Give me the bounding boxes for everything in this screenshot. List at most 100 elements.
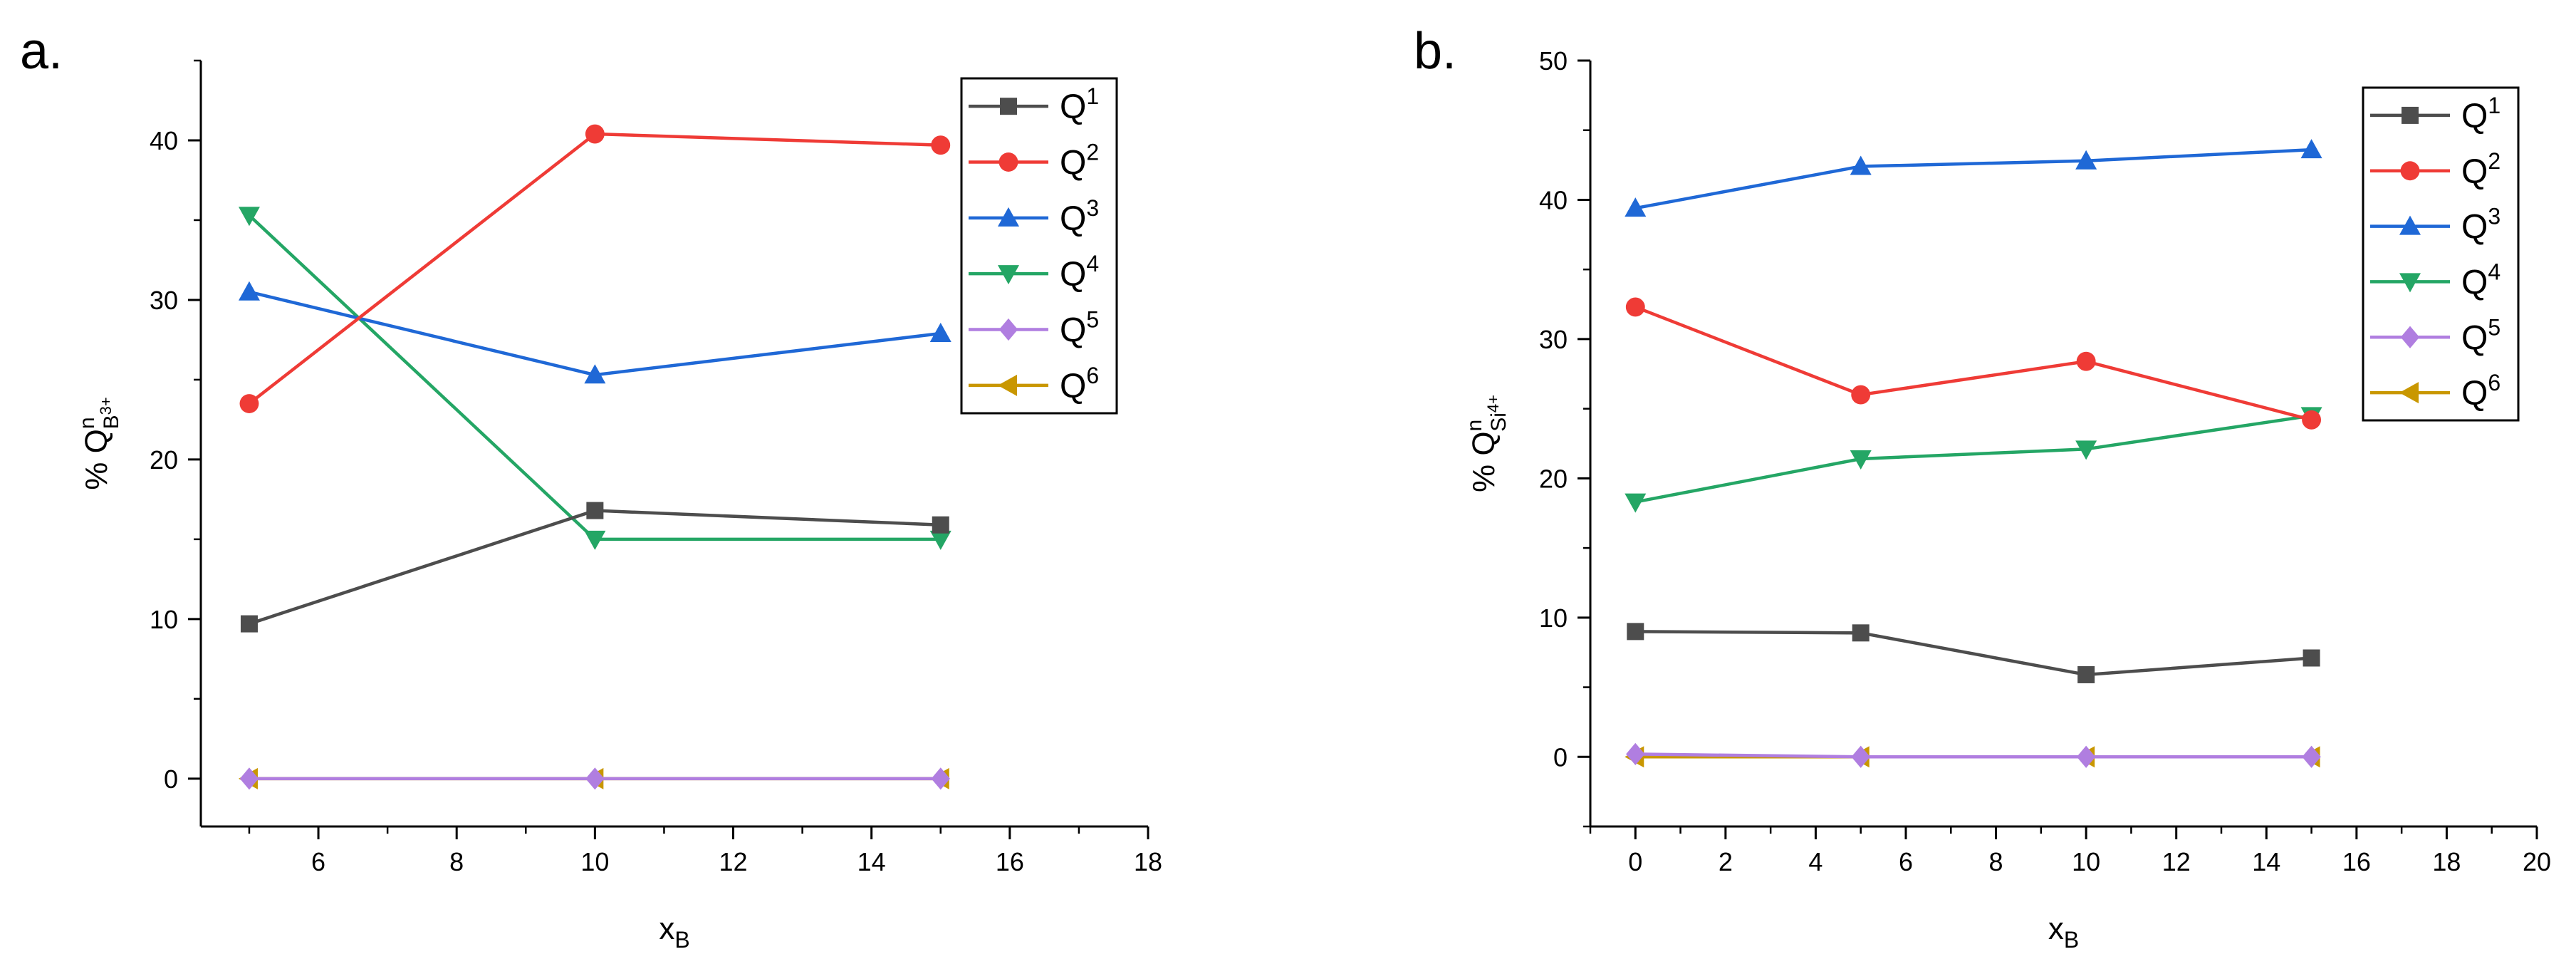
- data-point-q1: [240, 615, 258, 633]
- series-q5: [1626, 742, 2321, 768]
- series-q4: [238, 207, 951, 550]
- data-point-q1: [1852, 624, 1870, 642]
- data-point-q2: [931, 135, 951, 155]
- legend-marker: [2399, 273, 2421, 293]
- legend-label-q3: Q3: [1060, 195, 1099, 238]
- series-line-q5: [1635, 752, 2312, 759]
- legend-label-q6: Q6: [2461, 370, 2501, 413]
- data-point-q1: [586, 502, 604, 519]
- data-point-q4: [584, 530, 606, 550]
- x-tick-label: 20: [2523, 847, 2551, 876]
- series-line-q1: [249, 509, 941, 626]
- x-tick-label: 10: [580, 847, 609, 876]
- legend-label-q4: Q4: [1060, 251, 1099, 294]
- series-q1: [240, 502, 949, 633]
- y-axis-title: % QnSi4+: [1463, 395, 1511, 492]
- data-point-q1: [2077, 665, 2095, 683]
- data-point-q5: [585, 767, 605, 790]
- y-tick-label: 30: [1539, 325, 1568, 354]
- data-point-q5: [1626, 742, 1645, 765]
- y-tick-label: 40: [1539, 185, 1568, 214]
- y-tick-label: 10: [1539, 603, 1568, 633]
- data-point-q5: [239, 767, 259, 790]
- x-tick-label: 8: [449, 847, 464, 876]
- panel-label: a.: [20, 23, 63, 80]
- data-point-q5: [1851, 745, 1870, 768]
- legend-label-q1: Q1: [2461, 93, 2501, 135]
- legend-marker: [2400, 161, 2420, 181]
- data-point-q3: [1850, 155, 1872, 175]
- y-tick-label: 50: [1539, 46, 1568, 76]
- legend-marker: [998, 374, 1017, 396]
- series-line-q4: [1634, 414, 2312, 504]
- legend-box: [2362, 86, 2520, 422]
- series-line-q2: [248, 132, 941, 405]
- series-line-q3: [249, 290, 942, 377]
- panel-a: a. 6 8 10 12 14 16 18 0 10 20 30 40 xB % QnB3+ Q1 Q2 Q3 Q4…: [20, 23, 1162, 953]
- legend-label-q1: Q1: [1060, 83, 1099, 126]
- legend-marker: [2402, 106, 2419, 124]
- x-tick-label: 16: [2342, 847, 2371, 876]
- data-point-q4: [1850, 450, 1872, 470]
- legend-label-q4: Q4: [2461, 259, 2501, 301]
- data-point-q1: [932, 516, 949, 534]
- data-point-q2: [2302, 410, 2322, 430]
- data-point-q5: [2302, 745, 2321, 768]
- data-point-q3: [929, 322, 951, 342]
- data-point-q3: [238, 281, 260, 301]
- legend-marker: [2399, 215, 2421, 235]
- series-line-q2: [1634, 305, 2312, 422]
- series-q2: [1625, 297, 2322, 430]
- data-point-q3: [1625, 197, 1647, 217]
- x-tick-label: 10: [2072, 847, 2100, 876]
- data-point-q2: [2076, 351, 2096, 371]
- y-tick-label: 0: [1553, 742, 1568, 772]
- x-tick-label: 6: [1899, 847, 1913, 876]
- legend-label-q2: Q2: [1060, 140, 1099, 182]
- legend-label-q6: Q6: [1060, 363, 1099, 405]
- legend-marker: [998, 152, 1018, 172]
- data-point-q3: [2300, 139, 2322, 159]
- x-tick-label: 12: [719, 847, 747, 876]
- legend-marker: [998, 265, 1019, 285]
- x-axis-title: xB: [659, 911, 689, 953]
- y-tick-label: 30: [150, 286, 178, 315]
- data-point-q2: [1851, 385, 1871, 405]
- y-tick-label: 20: [1539, 464, 1568, 493]
- series-line-q3: [1634, 147, 2312, 210]
- legend-marker: [1000, 98, 1017, 115]
- y-tick-label: 0: [164, 765, 178, 794]
- series-q1: [1627, 623, 2320, 683]
- legend-marker: [998, 318, 1018, 341]
- series-q3: [238, 281, 951, 384]
- y-axis-title: % QnB3+: [75, 397, 123, 489]
- series-q4: [1625, 407, 2322, 513]
- x-tick-label: 4: [1808, 847, 1823, 876]
- x-tick-label: 2: [1719, 847, 1733, 876]
- x-axis-title: xB: [2048, 911, 2079, 953]
- legend-marker: [2400, 326, 2420, 348]
- x-tick-label: 16: [996, 847, 1024, 876]
- x-tick-label: 6: [311, 847, 325, 876]
- x-tick-label: 12: [2162, 847, 2191, 876]
- series-q3: [1625, 139, 2322, 217]
- series-line-q1: [1635, 630, 2312, 677]
- y-tick-label: 20: [150, 445, 178, 475]
- x-tick-label: 0: [1628, 847, 1642, 876]
- data-point-q2: [239, 394, 259, 413]
- panel-b: b. 0 2 4 6 8 10 12 14 16 18 20 0 10 20 30 40 50 xB % QnSi4+…: [1414, 23, 2551, 953]
- data-point-q4: [1625, 493, 1647, 513]
- y-tick-label: 10: [150, 605, 178, 634]
- data-point-q3: [2075, 150, 2097, 170]
- legend-label-q2: Q2: [2461, 148, 2501, 191]
- legend-marker: [998, 207, 1019, 227]
- x-tick-label: 14: [2252, 847, 2280, 876]
- legend-label-q3: Q3: [2461, 204, 2501, 247]
- x-tick-label: 18: [2432, 847, 2461, 876]
- legend-label-q5: Q5: [1060, 307, 1099, 350]
- data-point-q2: [1625, 297, 1645, 317]
- data-point-q4: [2075, 440, 2097, 460]
- x-tick-label: 8: [1989, 847, 2003, 876]
- data-point-q5: [2076, 745, 2096, 768]
